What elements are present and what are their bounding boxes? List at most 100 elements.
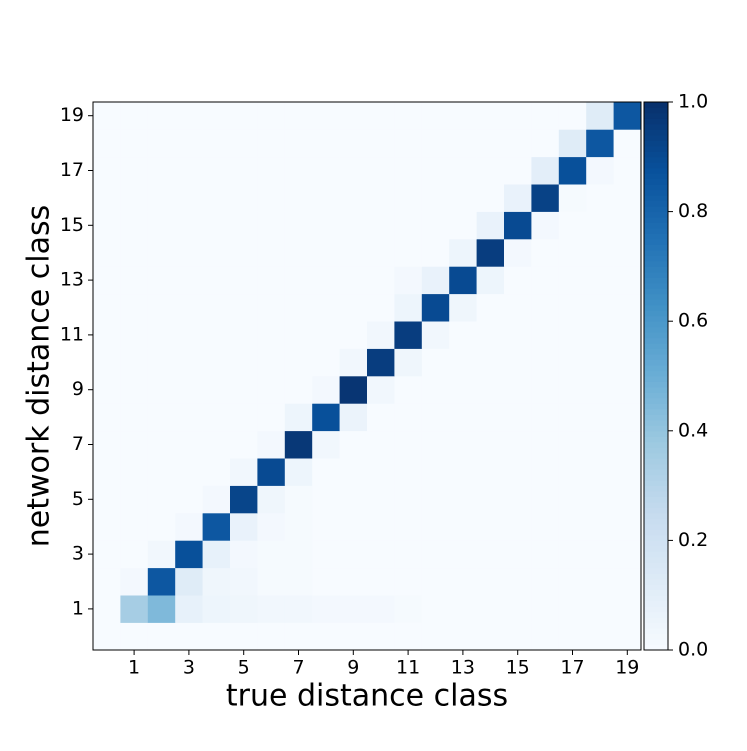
heatmap-cell <box>504 129 532 158</box>
heatmap-cell <box>367 376 395 404</box>
heatmap-cell <box>558 485 587 514</box>
heatmap-cell <box>93 430 121 459</box>
x-tick-label: 17 <box>560 657 584 679</box>
heatmap-cell <box>230 348 258 377</box>
colorbar-band <box>644 606 668 613</box>
heatmap-cell <box>257 266 286 295</box>
heatmap-cell <box>257 567 286 596</box>
colorbar-band <box>644 288 668 295</box>
heatmap-cell <box>504 184 532 212</box>
colorbar-band <box>644 485 668 492</box>
heatmap-cell <box>93 239 121 267</box>
heatmap-cell <box>586 595 614 623</box>
heatmap-cell <box>93 622 121 651</box>
heatmap-cell <box>257 293 286 322</box>
heatmap-cell <box>613 376 642 404</box>
heatmap-cell <box>504 293 532 322</box>
heatmap-cell <box>504 376 532 404</box>
heatmap-cell <box>394 513 423 541</box>
colorbar-band <box>644 354 668 361</box>
heatmap-cell <box>230 513 258 541</box>
colorbar-band <box>644 370 668 377</box>
colorbar-band <box>644 134 668 141</box>
heatmap-cell <box>339 540 368 569</box>
colorbar-band <box>644 545 668 552</box>
heatmap-cell <box>421 622 450 651</box>
heatmap-cell <box>504 540 532 569</box>
heatmap-cell <box>284 513 313 541</box>
heatmap-cell <box>531 266 560 295</box>
heatmap-cell <box>230 293 258 322</box>
colorbar-band <box>644 381 668 388</box>
heatmap-cell <box>147 458 176 486</box>
heatmap-cell <box>531 513 560 541</box>
heatmap-cell <box>230 239 258 267</box>
heatmap-cell <box>312 348 340 377</box>
heatmap-cell <box>394 348 423 377</box>
heatmap-cell <box>202 485 231 514</box>
heatmap-cell <box>257 430 286 459</box>
heatmap-cell <box>476 458 505 486</box>
heatmap-cell <box>120 513 149 541</box>
heatmap-cell <box>120 403 149 432</box>
heatmap-cell <box>120 567 149 596</box>
heatmap-cell <box>558 403 587 432</box>
heatmap-cell <box>394 595 423 623</box>
heatmap-cell <box>367 129 395 158</box>
heatmap-cell <box>367 458 395 486</box>
heatmap-cell <box>312 376 340 404</box>
colorbar-band <box>644 534 668 541</box>
heatmap-cell <box>613 211 642 240</box>
heatmap-cell <box>531 184 560 212</box>
heatmap-cell <box>476 293 505 322</box>
heatmap-cell <box>367 211 395 240</box>
colorbar-tick-label: 0.4 <box>678 419 708 441</box>
heatmap-cell <box>586 540 614 569</box>
heatmap-cell <box>202 622 231 651</box>
heatmap-cell <box>504 266 532 295</box>
heatmap-cell <box>449 403 477 432</box>
heatmap-cell <box>558 211 587 240</box>
heatmap-cell <box>449 485 477 514</box>
colorbar-band <box>644 425 668 432</box>
colorbar-band <box>644 430 668 437</box>
heatmap-cell <box>558 266 587 295</box>
heatmap-cell <box>613 102 642 130</box>
colorbar-band <box>644 518 668 525</box>
colorbar-band <box>644 359 668 366</box>
heatmap-cell <box>147 129 176 158</box>
colorbar-band <box>644 611 668 618</box>
heatmap-cell <box>613 513 642 541</box>
heatmap-cell <box>613 567 642 596</box>
heatmap-cell <box>147 567 176 596</box>
heatmap-cell <box>531 293 560 322</box>
heatmap-cell <box>312 156 340 185</box>
heatmap-cell <box>449 430 477 459</box>
heatmap-cell <box>312 211 340 240</box>
heatmap-cell <box>613 129 642 158</box>
heatmap-cell <box>394 540 423 569</box>
heatmap-cell <box>367 293 395 322</box>
heatmap-cell <box>230 211 258 240</box>
heatmap-cell <box>586 513 614 541</box>
x-tick-label: 11 <box>396 657 420 679</box>
colorbar-band <box>644 282 668 289</box>
heatmap-cell <box>284 321 313 349</box>
colorbar-band <box>644 189 668 196</box>
heatmap-cell <box>147 622 176 651</box>
heatmap-cell <box>531 321 560 349</box>
colorbar-band <box>644 463 668 470</box>
heatmap-cell <box>421 156 450 185</box>
colorbar-band <box>644 277 668 284</box>
colorbar-band <box>644 562 668 569</box>
heatmap-cell <box>175 485 203 514</box>
heatmap-cell <box>312 622 340 651</box>
heatmap-cell <box>312 102 340 130</box>
heatmap-cell <box>284 376 313 404</box>
heatmap-cell <box>394 102 423 130</box>
x-tick-label: 7 <box>292 657 304 679</box>
heatmap-cell <box>367 348 395 377</box>
heatmap-cell <box>120 102 149 130</box>
colorbar-band <box>644 321 668 328</box>
colorbar-band <box>644 639 668 646</box>
